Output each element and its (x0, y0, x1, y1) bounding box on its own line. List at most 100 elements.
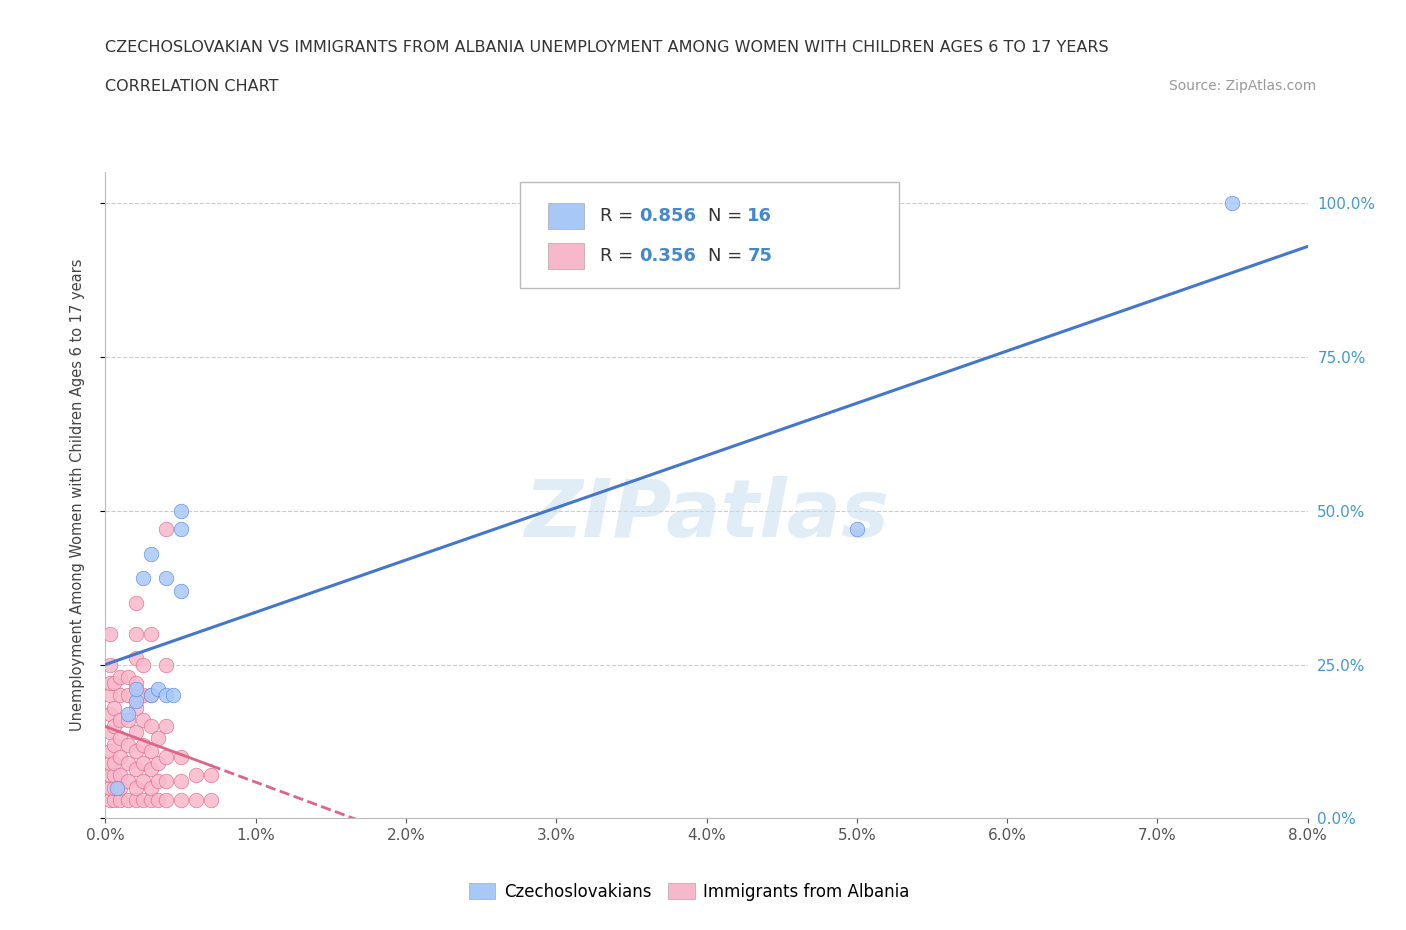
Point (139, 719, 162, 734)
Point (132, 737, 155, 752)
Point (132, 688, 155, 703)
Point (124, 762, 146, 777)
Point (146, 731, 169, 746)
Text: 75: 75 (748, 246, 772, 265)
Point (124, 743, 146, 758)
Point (98, 743, 121, 758)
Point (110, 731, 132, 746)
Point (155, 571, 177, 586)
Text: ZIPatlas: ZIPatlas (524, 475, 889, 553)
Point (103, 755, 125, 770)
Point (146, 682, 169, 697)
Point (169, 750, 191, 764)
Point (98, 626, 121, 641)
Point (200, 792, 222, 807)
Point (117, 670, 139, 684)
Point (139, 792, 162, 807)
Point (139, 688, 162, 703)
Text: R =: R = (599, 246, 638, 265)
Point (117, 712, 139, 727)
Point (107, 780, 129, 795)
Point (110, 780, 132, 795)
Point (132, 712, 155, 727)
Point (200, 768, 222, 783)
Text: N =: N = (707, 246, 748, 265)
Point (117, 774, 139, 789)
Y-axis label: Unemployment Among Women with Children Ages 6 to 17 years: Unemployment Among Women with Children A… (70, 259, 84, 732)
Text: 0.856: 0.856 (640, 207, 696, 225)
Point (117, 792, 139, 807)
Point (139, 688, 162, 703)
Point (98, 768, 121, 783)
Point (169, 774, 191, 789)
Point (124, 780, 146, 795)
Point (98, 688, 121, 703)
Point (169, 522, 191, 537)
Point (103, 700, 125, 715)
Point (139, 546, 162, 561)
Point (146, 792, 169, 807)
Point (169, 792, 191, 807)
Point (139, 626, 162, 641)
FancyBboxPatch shape (548, 204, 583, 230)
Legend: Czechoslovakians, Immigrants from Albania: Czechoslovakians, Immigrants from Albani… (463, 876, 915, 908)
Point (110, 670, 132, 684)
Text: 0.356: 0.356 (640, 246, 696, 265)
Point (103, 780, 125, 795)
Point (110, 750, 132, 764)
Point (110, 712, 132, 727)
Point (132, 755, 155, 770)
Point (155, 658, 177, 672)
Text: N =: N = (707, 207, 748, 225)
Point (169, 583, 191, 598)
Point (146, 755, 169, 770)
Point (169, 503, 191, 518)
Point (117, 688, 139, 703)
Point (98, 706, 121, 721)
Point (117, 755, 139, 770)
Point (132, 658, 155, 672)
Point (132, 792, 155, 807)
Text: 16: 16 (748, 207, 772, 225)
Point (117, 737, 139, 752)
Point (124, 626, 146, 641)
FancyBboxPatch shape (520, 181, 898, 288)
Point (155, 750, 177, 764)
Point (132, 571, 155, 586)
Point (124, 675, 146, 690)
Point (98, 780, 121, 795)
Point (124, 700, 146, 715)
Point (155, 792, 177, 807)
Point (110, 792, 132, 807)
Point (110, 768, 132, 783)
Point (124, 694, 146, 709)
Point (103, 719, 125, 734)
Point (103, 792, 125, 807)
Point (139, 743, 162, 758)
Point (155, 688, 177, 703)
Point (1222, 195, 1244, 210)
Point (184, 768, 207, 783)
Point (155, 719, 177, 734)
Text: Source: ZipAtlas.com: Source: ZipAtlas.com (1168, 79, 1316, 93)
Point (845, 522, 868, 537)
Point (98, 792, 121, 807)
Point (132, 774, 155, 789)
Text: CORRELATION CHART: CORRELATION CHART (105, 79, 278, 94)
Point (103, 768, 125, 783)
Point (98, 724, 121, 739)
Point (155, 774, 177, 789)
Point (124, 595, 146, 610)
Point (124, 651, 146, 666)
Point (98, 658, 121, 672)
Point (162, 688, 184, 703)
Point (98, 755, 121, 770)
Point (103, 675, 125, 690)
Point (124, 792, 146, 807)
Point (124, 682, 146, 697)
Text: CZECHOSLOVAKIAN VS IMMIGRANTS FROM ALBANIA UNEMPLOYMENT AMONG WOMEN WITH CHILDRE: CZECHOSLOVAKIAN VS IMMIGRANTS FROM ALBAN… (105, 40, 1109, 55)
Point (146, 774, 169, 789)
Point (117, 706, 139, 721)
Point (139, 780, 162, 795)
Point (155, 522, 177, 537)
